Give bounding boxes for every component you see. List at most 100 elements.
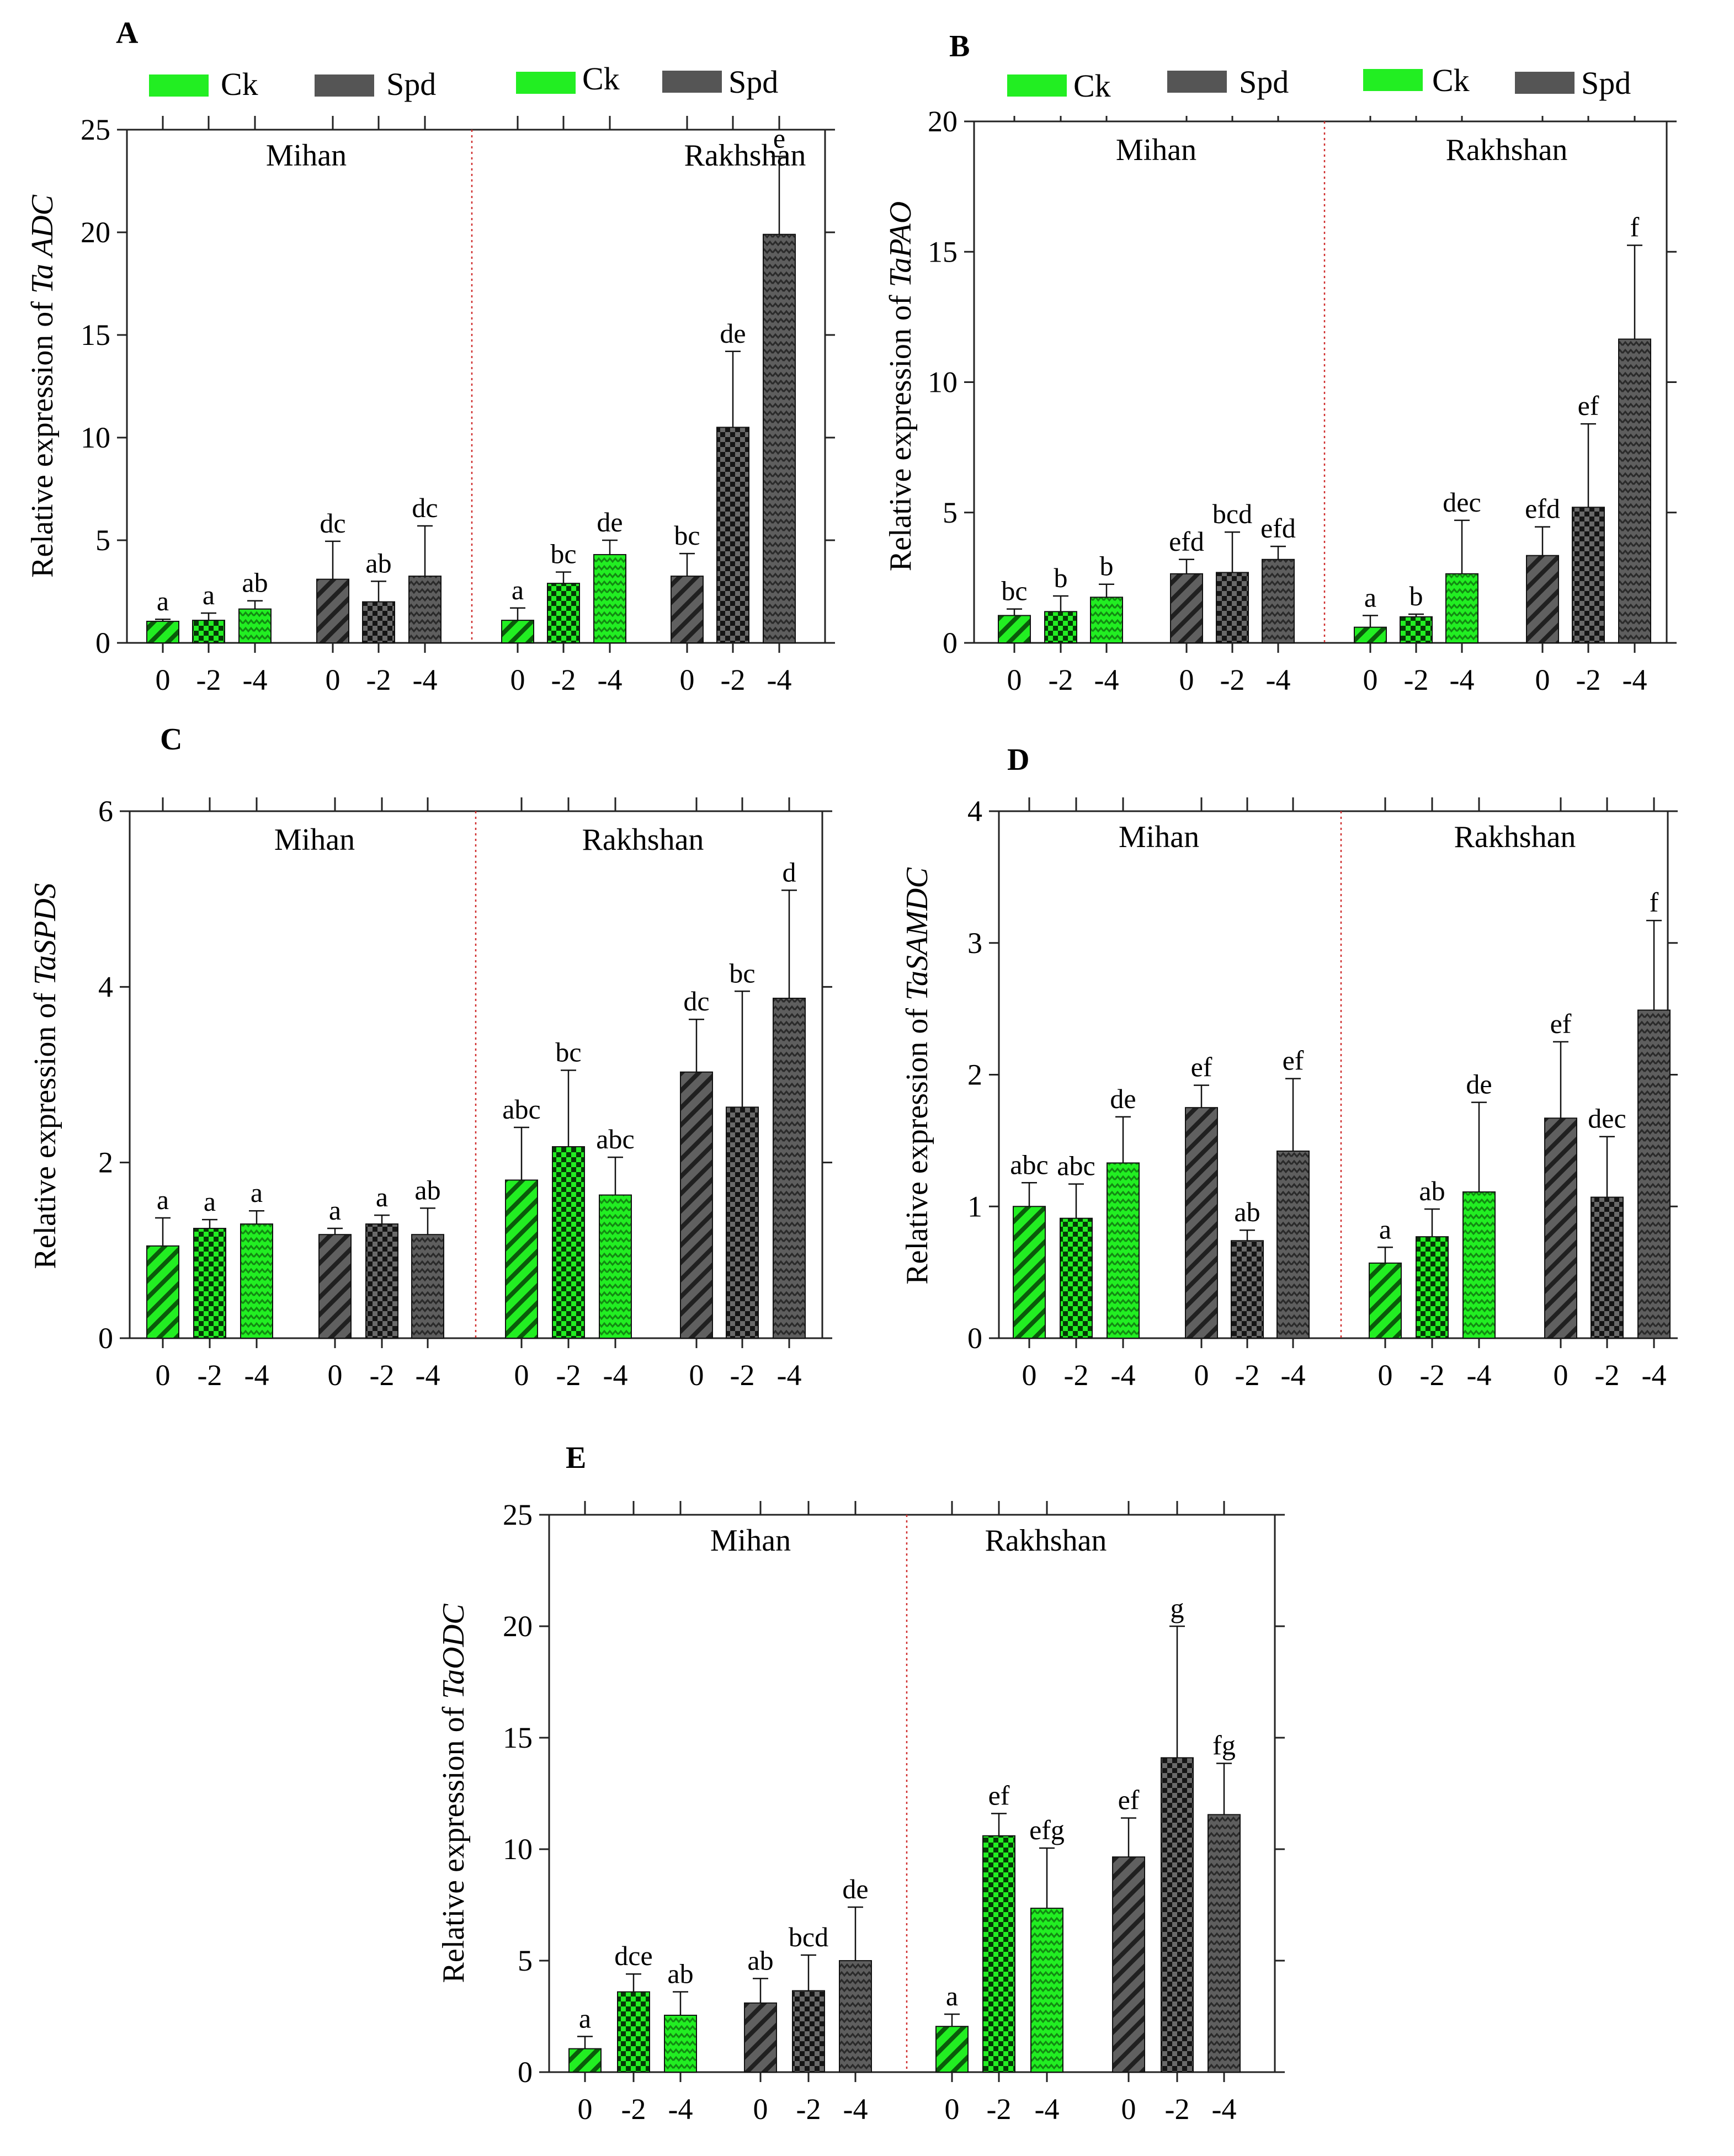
- y-tick-label: 0: [518, 2056, 533, 2089]
- y-tick-label: 5: [518, 1944, 533, 1977]
- bar-rakhshan-ck-0: [935, 2026, 969, 2073]
- bar-rakhshan-ck--4: [599, 1194, 632, 1339]
- significance-letter: ef: [988, 1780, 1010, 1811]
- bar-mihan-spd-0: [744, 2002, 777, 2073]
- y-tick-label: 15: [503, 1721, 533, 1754]
- y-tick-label: 10: [81, 421, 110, 454]
- bar-mihan-spd-0: [1185, 1107, 1218, 1339]
- bar-rakhshan-spd--4: [1208, 1814, 1241, 2073]
- significance-letter: a: [251, 1177, 263, 1208]
- bar-rakhshan-ck--2: [547, 583, 580, 643]
- x-tick-label: 0: [156, 663, 171, 696]
- legend-label-spd: Spd: [386, 66, 436, 102]
- x-tick-label: -4: [416, 1359, 440, 1392]
- significance-letter: bc: [674, 520, 700, 551]
- significance-letter: ab: [365, 547, 391, 578]
- y-tick-label: 1: [967, 1190, 982, 1223]
- x-tick-label: -2: [366, 663, 391, 696]
- bar-rakhshan-ck--2: [982, 1835, 1015, 2073]
- bar-rakhshan-spd--2: [1161, 1757, 1194, 2073]
- x-tick-label: 0: [753, 2093, 768, 2126]
- bar-mihan-spd-0: [316, 578, 349, 644]
- cultivar-label-rakhshan: Rakhshan: [1454, 820, 1576, 854]
- x-tick-label: -2: [1165, 2093, 1190, 2126]
- significance-letter: dce: [614, 1940, 652, 1971]
- x-tick-label: -2: [551, 663, 576, 696]
- bar-rakhshan-ck--2: [1400, 616, 1433, 643]
- bar-rakhshan-ck--4: [593, 554, 626, 643]
- y-axis-label-gene: TaPAO: [884, 201, 918, 288]
- bar-mihan-ck--2: [193, 1228, 226, 1339]
- bar-rakhshan-spd--4: [763, 233, 796, 644]
- significance-letter: ab: [414, 1174, 440, 1205]
- significance-letter: a: [329, 1195, 341, 1226]
- legend-swatch-ck: [1363, 69, 1423, 91]
- x-tick-label: 0: [328, 1359, 343, 1392]
- bar-mihan-spd--4: [411, 1234, 444, 1339]
- bar-rakhshan-ck-0: [1354, 626, 1387, 644]
- bar-rakhshan-spd-0: [1544, 1117, 1577, 1339]
- bar-rakhshan-spd--2: [1572, 507, 1605, 643]
- bar-rakhshan-spd-0: [680, 1071, 713, 1339]
- legend-label-spd: Spd: [1581, 65, 1631, 101]
- x-tick-label: -4: [1266, 663, 1291, 696]
- x-tick-label: -2: [1420, 1359, 1445, 1392]
- x-tick-label: -2: [1595, 1359, 1620, 1392]
- bar-mihan-ck--4: [1107, 1162, 1140, 1339]
- significance-letter: a: [376, 1181, 388, 1212]
- significance-letter: g: [1171, 1593, 1184, 1623]
- x-tick-label: 0: [1363, 663, 1378, 696]
- y-tick-label: 4: [98, 970, 113, 1003]
- y-axis-label: Relative expression of Ta ADC: [25, 194, 60, 577]
- legend-b: Ck Spd Ck Spd: [1007, 62, 1631, 104]
- bar-mihan-spd--4: [408, 576, 442, 643]
- bar-mihan-ck--4: [238, 608, 272, 643]
- legend-label-ck: Ck: [221, 66, 258, 102]
- bar-mihan-ck--2: [1060, 1217, 1093, 1339]
- cultivar-label-mihan: Mihan: [266, 139, 347, 173]
- legend-swatch-spd: [1515, 72, 1575, 94]
- panel-letter-a: A: [116, 16, 139, 50]
- x-tick-label: 0: [1022, 1359, 1037, 1392]
- significance-letter: f: [1650, 887, 1659, 918]
- y-axis-label: Relative expression of TaSPDS: [28, 883, 62, 1269]
- bar-mihan-ck-0: [146, 1245, 179, 1339]
- x-tick-label: -2: [1404, 663, 1429, 696]
- bar-mihan-ck--4: [1090, 597, 1123, 643]
- significance-letter: a: [204, 1186, 216, 1217]
- x-tick-label: -4: [413, 663, 438, 696]
- y-axis-label-prefix: Relative expression of: [900, 1000, 934, 1285]
- significance-letter: efd: [1169, 526, 1204, 557]
- x-tick-label: -2: [987, 2093, 1012, 2126]
- bar-rakhshan-ck--4: [1445, 573, 1478, 643]
- cultivar-label-rakhshan: Rakhshan: [985, 1524, 1107, 1558]
- significance-letter: bc: [729, 957, 755, 988]
- y-axis-label: Relative expression of TaPAO: [884, 201, 918, 571]
- significance-letter: ab: [1234, 1196, 1260, 1227]
- significance-letter: e: [773, 123, 785, 153]
- x-tick-label: 0: [1535, 663, 1550, 696]
- cultivar-label-mihan: Mihan: [710, 1524, 791, 1558]
- bar-rakhshan-spd--2: [726, 1106, 759, 1339]
- x-tick-label: -2: [370, 1359, 395, 1392]
- y-tick-label: 20: [503, 1610, 533, 1643]
- panel-letter-b: B: [949, 29, 970, 63]
- x-tick-label: -2: [1576, 663, 1601, 696]
- significance-letter: de: [720, 318, 746, 349]
- legend-label-ck: Ck: [582, 61, 620, 97]
- bar-rakhshan-spd-0: [1112, 1856, 1145, 2073]
- legend-swatch-spd: [662, 71, 722, 93]
- cultivar-label-rakhshan: Rakhshan: [582, 823, 704, 857]
- bar-mihan-spd--4: [1262, 558, 1295, 643]
- y-tick-label: 20: [928, 105, 958, 138]
- y-tick-label: 15: [928, 235, 958, 268]
- bar-rakhshan-spd--2: [1591, 1196, 1624, 1339]
- significance-letter: b: [1100, 551, 1114, 582]
- bar-mihan-spd--2: [362, 601, 395, 643]
- significance-letter: a: [1364, 582, 1376, 613]
- y-tick-label: 4: [967, 795, 982, 828]
- chart-d: 0 1 2 3 4 Relative expression of TaSAMDC Mihan…: [900, 795, 1678, 1392]
- significance-letter: a: [157, 1184, 169, 1215]
- y-tick-label: 20: [81, 216, 110, 249]
